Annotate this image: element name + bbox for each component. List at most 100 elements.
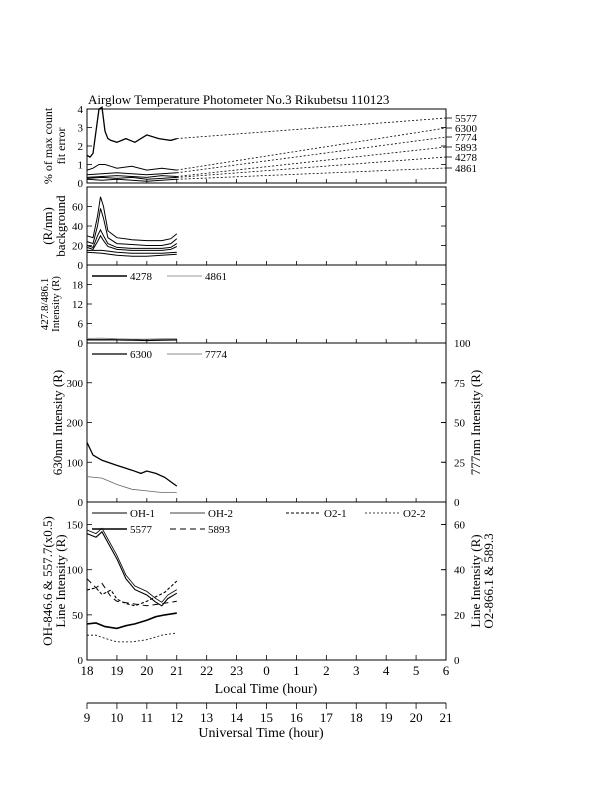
ut-tick-label: 12 — [170, 710, 183, 725]
series-label: 4278 — [455, 152, 478, 164]
series-line-2 — [86, 228, 178, 249]
ut-tick-label: 11 — [141, 710, 154, 725]
series-line-5577 — [86, 612, 177, 630]
ut-tick-label: 21 — [440, 710, 453, 725]
series-label: 5577 — [455, 113, 478, 125]
ut-tick-label: 10 — [110, 710, 123, 725]
y2-tick-label: 100 — [454, 338, 471, 350]
lt-tick-label: 6 — [443, 663, 450, 678]
y-axis-label: (R/nm) — [40, 207, 55, 245]
y2-tick-label: 50 — [454, 418, 466, 430]
630-777-frame — [86, 342, 447, 503]
ut-tick-label: 14 — [230, 710, 244, 725]
y-tick-label: 200 — [67, 418, 84, 430]
y-axis-label: OH-846.6 & 557.7(x0.5) — [40, 516, 55, 646]
series-line-6300 — [86, 442, 178, 487]
y-tick-label: 1 — [78, 160, 84, 172]
lt-tick-label: 1 — [293, 663, 300, 678]
series-line-7774 — [86, 172, 177, 176]
ut-tick-label: 17 — [320, 710, 334, 725]
lt-tick-label: 23 — [230, 663, 243, 678]
y-axis-label: 427.8/486.1 — [39, 278, 51, 331]
legend-label: 7774 — [205, 349, 228, 361]
series-line-7774 — [86, 476, 177, 493]
series-extension — [176, 127, 447, 171]
y-axis-label: Intensity (R) — [50, 276, 62, 332]
legend-label: 5893 — [208, 524, 231, 536]
series-line-4278 — [86, 176, 177, 180]
series-line-5893 — [86, 578, 177, 607]
ut-tick-label: 13 — [200, 710, 213, 725]
y2-tick-label: 0 — [454, 655, 460, 667]
y-tick-label: 0 — [78, 260, 84, 272]
series-label: 6300 — [455, 123, 478, 135]
series-extension — [176, 156, 447, 178]
series-line-0 — [86, 196, 178, 242]
panel-fit-error: 0 1 2 3 4 % of max count fit error 557763007774… — [41, 104, 478, 190]
y2-tick-label: 60 — [454, 520, 466, 532]
y-axis-label: % of max count — [41, 107, 55, 184]
y-axis-label: background — [53, 195, 68, 257]
ut-tick-label: 16 — [290, 710, 304, 725]
series-extension — [176, 146, 447, 177]
series-line-o2-1 — [86, 580, 178, 607]
series-line-5893 — [86, 175, 177, 178]
ut-tick-label: 20 — [410, 710, 423, 725]
series-label: 7774 — [455, 132, 478, 144]
series-extension — [176, 136, 447, 174]
y-tick-label: 60 — [72, 202, 84, 214]
lt-tick-label: 5 — [413, 663, 420, 678]
ut-tick-label: 18 — [350, 710, 363, 725]
y-tick-label: 2 — [78, 141, 84, 153]
y2-axis-label: O2-866.1 & 589.3 — [481, 533, 496, 628]
series-line-4278 — [87, 339, 177, 342]
series-line-5 — [86, 251, 177, 257]
legend-label: 4861 — [205, 271, 227, 283]
chart-title: Airglow Temperature Photometer No.3 Riku… — [88, 92, 389, 107]
y-tick-label: 12 — [72, 299, 83, 311]
y-tick-label: 0 — [78, 497, 84, 509]
series-label: 4861 — [455, 163, 477, 175]
lt-tick-label: 19 — [110, 663, 123, 678]
series-extension — [176, 117, 447, 139]
legend-label: O2-1 — [324, 508, 347, 520]
lt-tick-label: 3 — [353, 663, 360, 678]
legend-label: OH-2 — [208, 508, 233, 520]
series-line-1 — [86, 208, 178, 246]
y2-tick-label: 25 — [454, 457, 466, 469]
y-axis-label: fit error — [54, 128, 68, 165]
legend-label: 4278 — [130, 271, 153, 283]
legend-label: O2-2 — [403, 508, 426, 520]
y-axis-label: Line Intensity (R) — [53, 534, 68, 627]
y2-axis-label: 777nm Intensity (R) — [468, 370, 483, 475]
ut-tick-label: 9 — [84, 710, 91, 725]
series-line-4 — [87, 249, 177, 254]
ut-tick-label: 19 — [380, 710, 393, 725]
y2-tick-label: 0 — [454, 497, 460, 509]
y2-tick-label: 75 — [454, 378, 466, 390]
lt-tick-label: 2 — [323, 663, 330, 678]
series-label: 5893 — [455, 142, 478, 154]
legend-label: 6300 — [130, 349, 153, 361]
y-tick-label: 0 — [78, 338, 84, 350]
y-tick-label: 300 — [67, 378, 84, 390]
y-tick-label: 150 — [67, 520, 84, 532]
lt-tick-label: 4 — [383, 663, 390, 678]
series-line-o2-2 — [87, 632, 177, 643]
universal-time-axis-label: Universal Time (hour) — [198, 726, 324, 741]
y-tick-label: 100 — [67, 565, 84, 577]
lt-tick-label: 22 — [200, 663, 213, 678]
y-tick-label: 4 — [78, 104, 84, 116]
y-tick-label: 0 — [78, 655, 84, 667]
y-tick-label: 6 — [78, 319, 84, 331]
fit-error-frame — [86, 108, 447, 184]
y2-tick-label: 20 — [454, 610, 466, 622]
panel-hbeta: 0 6 12 18 427.8/486.1 Intensity (R) 4278 4861 — [39, 264, 447, 350]
series-line-oh-2 — [86, 527, 178, 603]
y-tick-label: 3 — [78, 123, 84, 135]
y-tick-label: 40 — [72, 221, 84, 233]
legend-label: 5577 — [130, 524, 153, 536]
